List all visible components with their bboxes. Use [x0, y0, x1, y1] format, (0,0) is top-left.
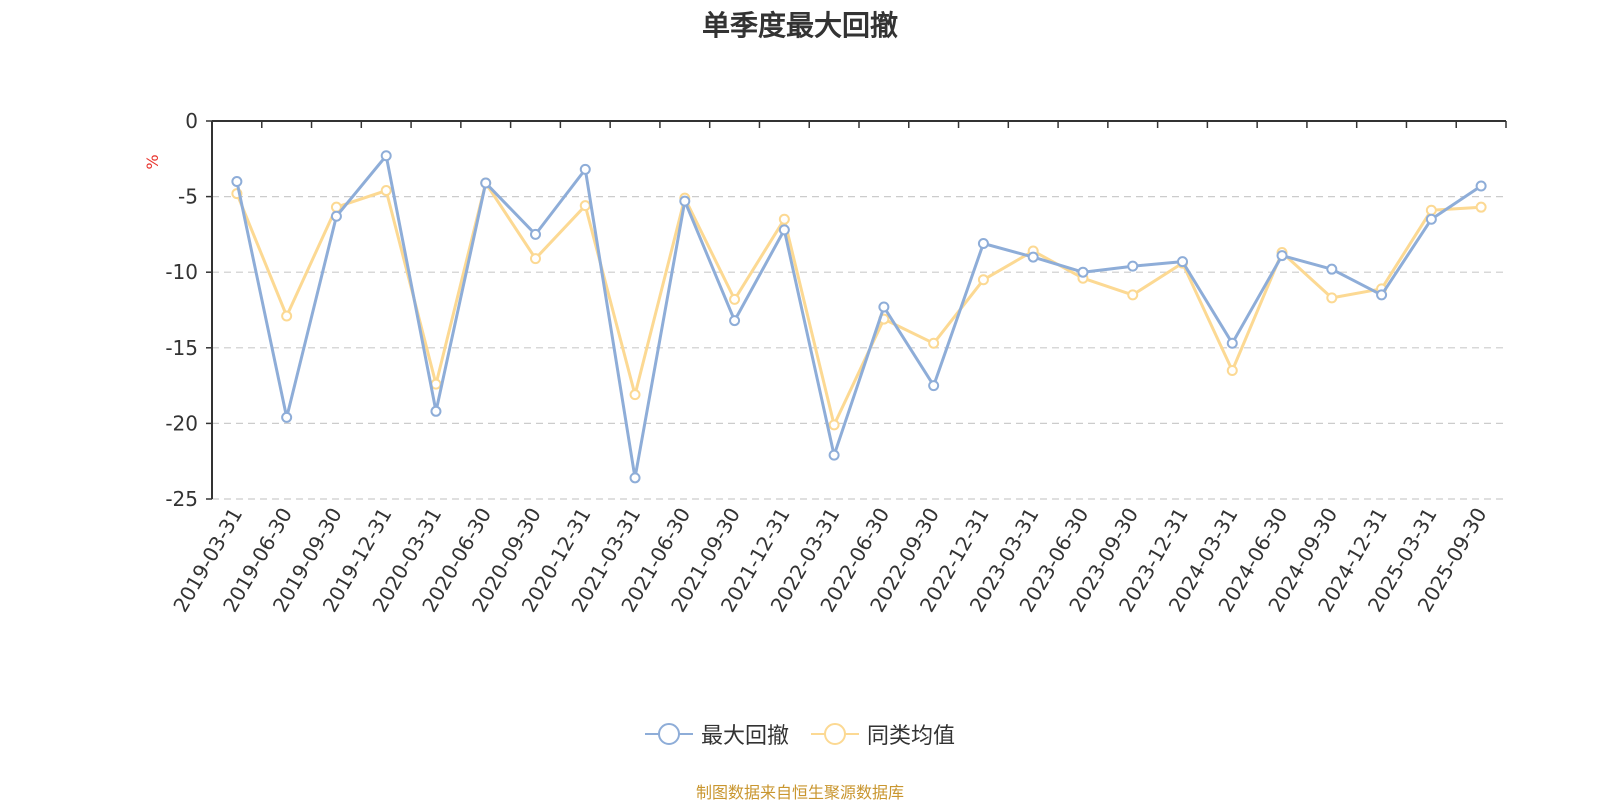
data-point — [281, 411, 293, 423]
legend: 最大回撤 同类均值 — [0, 718, 1600, 750]
data-point — [1077, 266, 1089, 278]
data-point — [1425, 213, 1437, 225]
data-point — [1475, 201, 1487, 213]
data-point — [778, 213, 790, 225]
legend-line-icon — [644, 723, 693, 745]
y-axis-unit: % — [143, 154, 162, 169]
series-line-2 — [235, 181, 1482, 427]
data-point — [1177, 256, 1188, 268]
y-tick-label: -20 — [165, 411, 198, 435]
legend-label-series-1: 最大回撤 — [700, 724, 789, 749]
legend-item-series-2[interactable]: 同类均值 — [811, 718, 955, 750]
y-tick-label: -10 — [165, 260, 198, 284]
data-point — [729, 315, 741, 327]
data-point — [828, 449, 840, 461]
data-point — [977, 274, 989, 286]
data-point — [1276, 250, 1288, 262]
data-point — [1127, 260, 1139, 272]
data-point — [530, 228, 541, 240]
data-point — [480, 177, 492, 189]
data-point — [380, 150, 392, 162]
series-line-1 — [235, 154, 1482, 480]
grid-lines — [212, 196, 1506, 500]
data-point — [629, 389, 641, 401]
data-point — [1127, 289, 1139, 301]
legend-item-series-1[interactable]: 最大回撤 — [644, 718, 789, 750]
data-point — [1425, 204, 1437, 216]
y-tick-label: 0 — [185, 109, 198, 133]
axes — [206, 120, 1507, 500]
source-note: 制图数据来自恒生聚源数据库 — [695, 783, 904, 802]
data-point — [928, 380, 940, 392]
data-point — [1226, 364, 1238, 376]
data-point — [1326, 263, 1338, 275]
tick-labels: 0-5-10-15-20-25%2019-03-312019-06-302019… — [143, 109, 1491, 616]
data-point — [281, 310, 293, 322]
data-point — [530, 253, 541, 265]
y-tick-label: -25 — [165, 487, 198, 511]
y-tick-label: -15 — [165, 336, 198, 360]
data-point — [1475, 180, 1487, 192]
data-point — [729, 293, 741, 305]
data-point — [231, 175, 243, 187]
data-point — [828, 419, 840, 431]
data-point — [629, 472, 641, 484]
data-point — [878, 301, 890, 313]
data-point — [977, 237, 989, 249]
series-lines — [231, 150, 1487, 484]
data-point — [430, 405, 442, 417]
legend-line-icon — [811, 723, 859, 745]
data-point — [778, 224, 790, 236]
data-point — [1027, 251, 1039, 263]
data-point — [928, 337, 940, 349]
data-point — [579, 163, 591, 175]
chart-title: 单季度最大回撤 — [701, 9, 898, 42]
data-point — [1376, 289, 1388, 301]
data-point — [1226, 337, 1238, 349]
legend-label-series-2: 同类均值 — [867, 724, 956, 749]
y-tick-label: -5 — [178, 185, 198, 209]
data-point — [380, 185, 392, 197]
data-point — [679, 195, 691, 207]
data-point — [579, 200, 591, 212]
data-point — [330, 210, 342, 222]
data-point — [1326, 292, 1338, 304]
